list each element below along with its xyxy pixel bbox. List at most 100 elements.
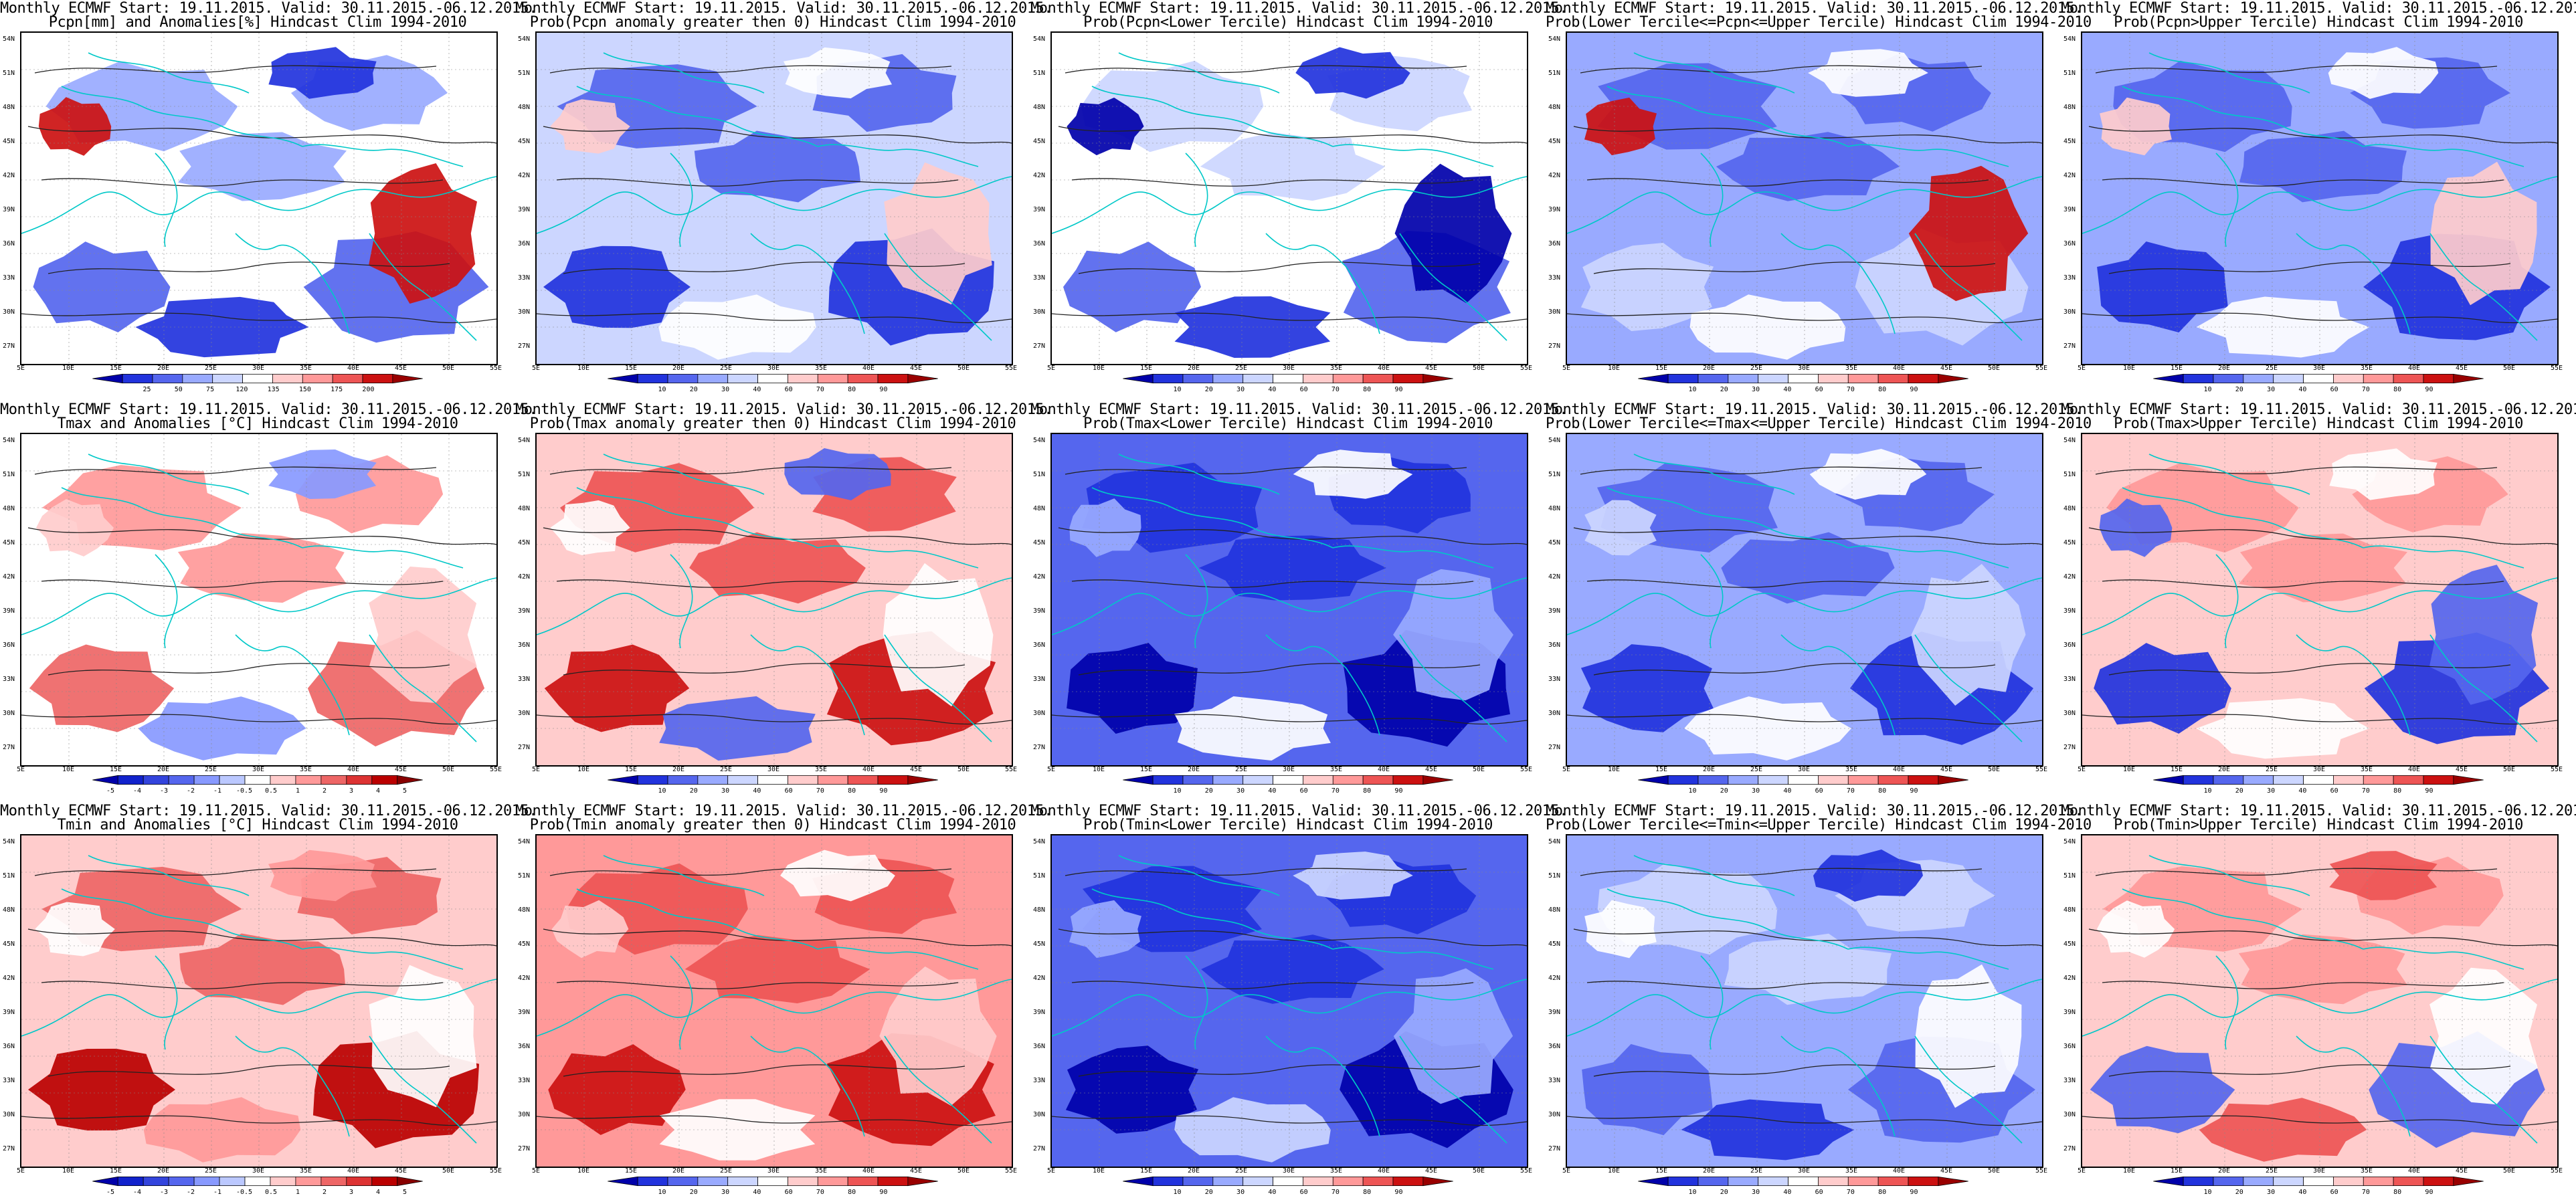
lon-tick-label: 20E (1187, 1167, 1200, 1175)
colorbar-tick-label: 60 (2330, 1189, 2338, 1196)
panel-title-line2: Prob(Pcpn anomaly greater then 0) Hindca… (529, 14, 1016, 31)
map-panel-r2c2: Monthly ECMWF Start: 19.11.2015. Valid: … (515, 401, 1052, 803)
colorbar-tick-label: 90 (2425, 386, 2433, 393)
lat-tick-label: 54N (1548, 838, 1561, 845)
colorbar-swatch (2333, 373, 2364, 384)
climatology-contour (563, 663, 965, 676)
panel-title-line2: Pcpn[mm] and Anomalies[%] Hindcast Clim … (48, 14, 467, 31)
colorbar-swatch (907, 373, 938, 384)
colorbar-tick-label: 80 (1363, 386, 1372, 393)
lon-tick-label: 10E (62, 365, 75, 372)
lon-tick-label: 20E (672, 365, 685, 372)
colorbar-swatch (2153, 1176, 2184, 1187)
colorbar-swatch (1638, 775, 1669, 785)
lon-tick-label: 35E (1329, 1167, 1343, 1175)
coastline (1052, 577, 1527, 635)
anomaly-region (1069, 900, 1141, 959)
lon-tick-label: 40E (1377, 365, 1390, 372)
lon-tick-label: 55E (1004, 766, 1018, 773)
colorbar-swatch (697, 373, 729, 384)
lon-tick-label: 25E (1750, 1167, 1763, 1175)
climatology-contour (2095, 868, 2498, 876)
colorbar-swatch (1908, 1176, 1939, 1187)
colorbar-tick-label: 10 (1173, 386, 1182, 393)
lat-tick-label: 27N (1033, 1145, 1046, 1152)
panel-title-line2: Prob(Tmax anomaly greater then 0) Hindca… (529, 415, 1016, 432)
map-panel-r3c2: Monthly ECMWF Start: 19.11.2015. Valid: … (515, 803, 1052, 1204)
colorbar-tick-label: 70 (816, 1189, 824, 1196)
colorbar-swatch (2213, 775, 2244, 785)
colorbar-swatch (193, 775, 220, 785)
coastline (2215, 955, 2239, 1050)
colorbar-tick-label: 1 (295, 1189, 300, 1196)
coastline (302, 144, 464, 167)
colorbar (1114, 1176, 1462, 1187)
colorbar-tick-label: 60 (1815, 1189, 1823, 1196)
colorbar-swatch (244, 1176, 271, 1187)
colorbar-tick-label: 200 (362, 386, 375, 393)
lat-tick-label: 42N (518, 573, 531, 581)
lat-tick-label: 54N (518, 437, 531, 444)
colorbar-tick-label: 80 (1363, 1189, 1372, 1196)
panel-title-line1: Monthly ECMWF Start: 19.11.2015. Valid: … (515, 0, 1052, 17)
climatology-contour (2102, 579, 2504, 588)
coastline (576, 487, 818, 548)
colorbar-swatch (1243, 1176, 1273, 1187)
colorbar-tick-label: 90 (1394, 787, 1403, 795)
colorbar-tick-label: 80 (848, 787, 856, 795)
colorbar-tick-label: 80 (2393, 787, 2402, 795)
coastline (670, 554, 693, 649)
lat-tick-label: 39N (518, 607, 531, 615)
colorbar-tick-label: 90 (1910, 1189, 1918, 1196)
lon-tick-label: 35E (299, 365, 312, 372)
anomaly-region (1580, 644, 1714, 732)
coastline (1332, 545, 1494, 569)
map-field (535, 834, 1013, 1168)
lon-tick-label: 45E (909, 1167, 923, 1175)
coastline (1399, 233, 1507, 341)
colorbar-tick-label: 20 (2235, 386, 2243, 393)
anomaly-region (689, 532, 866, 604)
coastline (21, 979, 496, 1037)
colorbar-swatch (1697, 1176, 1729, 1187)
lon-tick-label: 15E (2170, 365, 2183, 372)
lat-tick-label: 45N (518, 940, 531, 948)
lon-tick-label: 5E (531, 365, 541, 372)
colorbar-swatch (637, 1176, 668, 1187)
lat-tick-label: 39N (1033, 607, 1046, 615)
lon-tick-label: 35E (1329, 365, 1343, 372)
anomaly-region (2329, 851, 2437, 900)
anomaly-region (780, 849, 895, 902)
lon-tick-label: 5E (1562, 1167, 1571, 1175)
colorbar-tick-label: 60 (784, 386, 793, 393)
coastline (1567, 176, 2042, 234)
lat-tick-label: 51N (518, 471, 531, 478)
colorbar-swatch (1667, 373, 1699, 384)
lon-tick-label: 10E (1607, 766, 1621, 773)
anomaly-region (2094, 643, 2231, 734)
lon-tick-label: 5E (1046, 1167, 1056, 1175)
coastline (1700, 153, 1724, 247)
lon-tick-label: 25E (719, 766, 733, 773)
coastline (817, 545, 979, 569)
lon-tick-label: 55E (2035, 1167, 2048, 1175)
lon-tick-label: 25E (719, 1167, 733, 1175)
colorbar-swatch (1788, 775, 1819, 785)
coastline (884, 634, 992, 742)
lat-tick-label: 30N (2063, 1111, 2076, 1118)
lat-tick-label: 51N (1548, 70, 1561, 77)
colorbar-swatch (1362, 1176, 1394, 1187)
panel-title-line2: Prob(Tmax>Upper Tercile) Hindcast Clim 1… (2114, 415, 2523, 432)
coastline (21, 577, 496, 635)
colorbar-tick-label: 60 (1299, 787, 1308, 795)
colorbar-swatch (193, 1176, 220, 1187)
lon-tick-label: 50E (957, 766, 970, 773)
climatology-contour (1058, 928, 1527, 946)
climatology-contour (21, 714, 496, 725)
climatology-contour (34, 65, 437, 74)
lat-tick-label: 30N (1548, 710, 1561, 717)
lat-tick-label: 36N (1548, 641, 1561, 649)
lat-tick-label: 45N (2063, 940, 2076, 948)
colorbar-swatch (757, 1176, 788, 1187)
colorbar-tick-label: 70 (1846, 386, 1855, 393)
